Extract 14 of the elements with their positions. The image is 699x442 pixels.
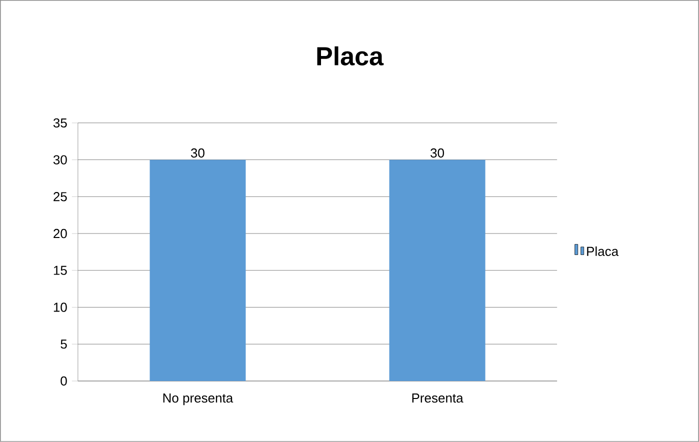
y-tick-label: 10 (54, 302, 67, 312)
y-tick-label: 35 (53, 118, 67, 128)
y-tick-label: 0 (60, 376, 67, 386)
y-tick-label: 20 (54, 228, 67, 238)
y-tick-label: 15 (54, 266, 67, 275)
data-label: 30 (430, 148, 444, 158)
x-tick-label: No presenta (163, 394, 234, 406)
x-tick-label: Presenta (412, 394, 464, 403)
data-label: 30 (190, 148, 204, 158)
legend-label: Placa (587, 246, 619, 256)
chart-title: Placa (317, 46, 384, 66)
y-tick-label: 30 (53, 155, 67, 164)
y-tick-label: 25 (54, 192, 67, 202)
y-tick-label: 5 (60, 340, 67, 349)
